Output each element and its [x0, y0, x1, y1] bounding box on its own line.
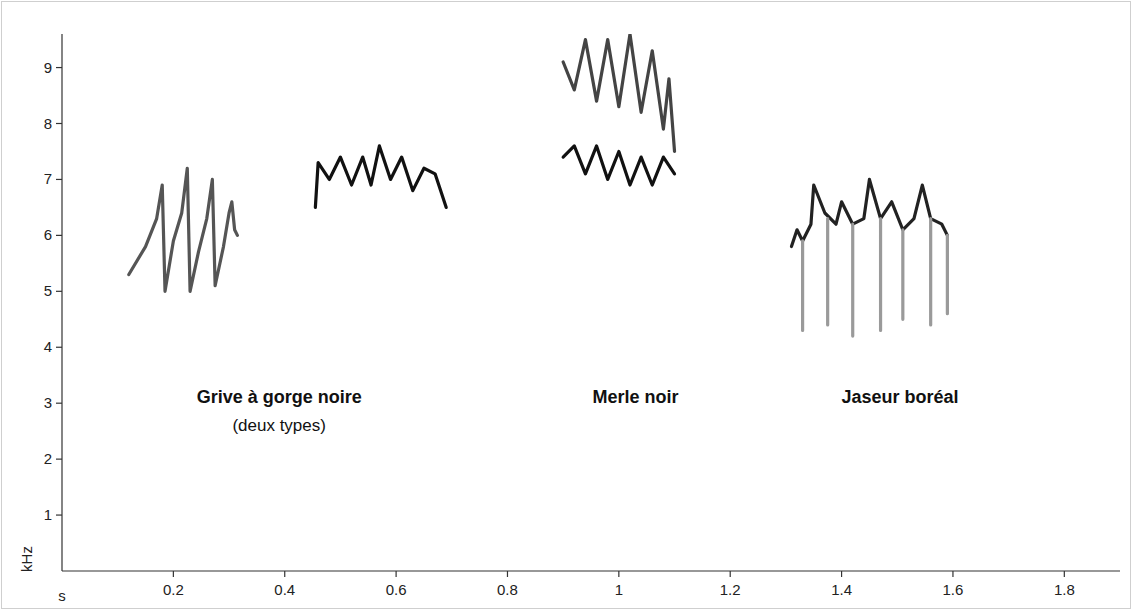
annotation: Merle noir	[593, 387, 679, 407]
trace	[129, 168, 238, 291]
x-tick	[1064, 571, 1065, 577]
x-axis-title: s	[58, 587, 66, 604]
traces	[129, 34, 948, 336]
annotation: Grive à gorge noire	[197, 387, 362, 407]
x-tick-label: 0.6	[386, 581, 407, 598]
y-tick-label: 1	[44, 506, 52, 523]
x-tick-label: 1.4	[831, 581, 852, 598]
y-tick	[56, 67, 62, 68]
y-tick-label: 3	[44, 394, 52, 411]
y-tick-label: 9	[44, 59, 52, 76]
y-axis	[61, 34, 62, 571]
x-tick-label: 0.2	[163, 581, 184, 598]
y-tick-label: 7	[44, 170, 52, 187]
annotation: Jaseur boréal	[842, 387, 959, 407]
x-tick-label: 1.6	[943, 581, 964, 598]
x-tick	[952, 571, 953, 577]
y-axis-title: kHz	[18, 546, 35, 572]
y-tick	[56, 514, 62, 515]
x-tick-label: 1	[615, 581, 623, 598]
annotation-subtext: (deux types)	[232, 416, 326, 435]
y-tick	[56, 179, 62, 180]
y-tick-label: 4	[44, 338, 52, 355]
y-tick-label: 5	[44, 282, 52, 299]
y-tick	[56, 291, 62, 292]
x-tick-label: 1.8	[1054, 581, 1075, 598]
y-tick	[56, 403, 62, 404]
trace	[791, 179, 947, 246]
y-tick	[56, 459, 62, 460]
trace	[803, 219, 948, 336]
y-tick	[56, 235, 62, 236]
x-axis	[62, 570, 1120, 571]
x-tick	[841, 571, 842, 577]
x-tick	[618, 571, 619, 577]
x-tick	[396, 571, 397, 577]
x-tick-label: 0.8	[497, 581, 518, 598]
x-tick	[730, 571, 731, 577]
x-tick-label: 1.2	[720, 581, 741, 598]
y-tick	[56, 347, 62, 348]
chart: 1 2 3 4 5 6 7 8 9 0.2 0.4 0.6 0.8 1 1.2 1.4 1.6 1.8 s kHz Gr…	[0, 0, 1132, 610]
y-tick-label: 2	[44, 450, 52, 467]
y-tick-label: 6	[44, 226, 52, 243]
x-tick	[507, 571, 508, 577]
trace	[563, 146, 674, 185]
x-tick	[284, 571, 285, 577]
frame	[2, 2, 1131, 609]
x-tick-label: 0.4	[274, 581, 295, 598]
y-tick-label: 8	[44, 115, 52, 132]
y-tick	[56, 123, 62, 124]
x-tick	[173, 571, 174, 577]
trace	[563, 34, 674, 151]
trace	[315, 146, 446, 208]
